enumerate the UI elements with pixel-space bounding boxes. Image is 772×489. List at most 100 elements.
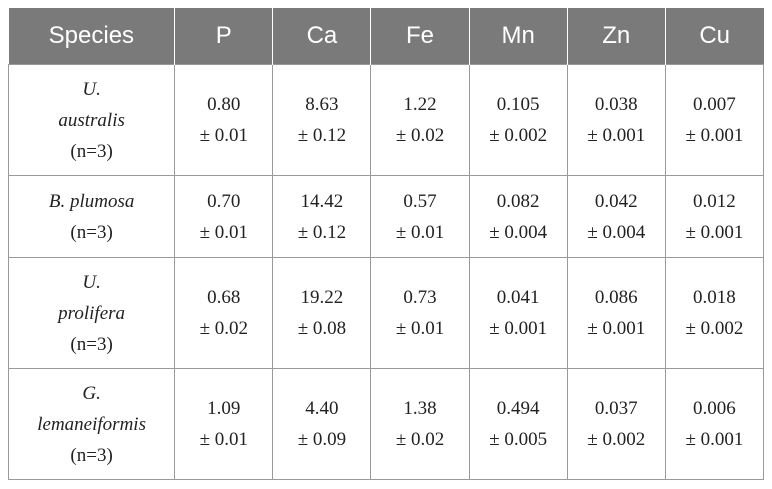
species-name-line: G. bbox=[82, 382, 101, 404]
value-cell-mn: 0.082 ± 0.004 bbox=[468, 175, 568, 258]
sample-count: (n=3) bbox=[70, 333, 113, 355]
mean-value: 0.494 bbox=[496, 398, 540, 419]
table-row: G. lemaneiformis (n=3) 1.09 ± 0.01 4.40 ± … bbox=[7, 368, 765, 480]
mean-value: 1.22 bbox=[403, 94, 437, 115]
sd-value: ± 0.005 bbox=[489, 429, 548, 450]
sd-value: ± 0.12 bbox=[297, 221, 347, 243]
header-row: Species P Ca Fe Mn Zn Cu bbox=[8, 8, 764, 65]
value-cell-p: 0.80 ± 0.01 bbox=[174, 64, 274, 176]
sd-value: ± 0.08 bbox=[297, 318, 347, 339]
value-cell-p: 0.70 ± 0.01 bbox=[174, 175, 274, 258]
mean-value: 0.70 bbox=[207, 190, 241, 212]
header-fe: Fe bbox=[370, 8, 470, 65]
value-cell-ca: 4.40 ± 0.09 bbox=[272, 368, 372, 480]
table-row: U. prolifera (n=3) 0.68 ± 0.02 19.22 ± 0.0… bbox=[7, 257, 765, 369]
mean-value: 4.40 bbox=[305, 398, 339, 419]
value-cell-ca: 19.22 ± 0.08 bbox=[272, 257, 372, 369]
value-cell-mn: 0.105 ± 0.002 bbox=[468, 64, 568, 176]
value-cell-zn: 0.042 ± 0.004 bbox=[566, 175, 666, 258]
sd-value: ± 0.004 bbox=[489, 221, 548, 243]
mean-value: 8.63 bbox=[305, 94, 339, 115]
species-cell: B. plumosa (n=3) bbox=[7, 175, 176, 258]
table-row: U. australis (n=3) 0.80 ± 0.01 8.63 ± 0.12… bbox=[7, 64, 765, 176]
table-body: U. australis (n=3) 0.80 ± 0.01 8.63 ± 0.12… bbox=[7, 64, 765, 480]
species-name-line: B. plumosa bbox=[48, 190, 135, 212]
species-name-line: australis bbox=[58, 109, 125, 131]
sd-value: ± 0.001 bbox=[685, 221, 744, 243]
header-species: Species bbox=[8, 8, 175, 65]
species-cell: G. lemaneiformis (n=3) bbox=[7, 368, 176, 480]
mean-value: 19.22 bbox=[300, 287, 344, 308]
value-cell-cu: 0.007 ± 0.001 bbox=[664, 64, 765, 176]
mean-value: 0.037 bbox=[594, 398, 638, 419]
species-cell: U. prolifera (n=3) bbox=[7, 257, 176, 369]
sd-value: ± 0.02 bbox=[395, 125, 445, 146]
value-cell-mn: 0.494 ± 0.005 bbox=[468, 368, 568, 480]
value-cell-cu: 0.006 ± 0.001 bbox=[664, 368, 765, 480]
sd-value: ± 0.01 bbox=[395, 318, 445, 339]
header-cu: Cu bbox=[664, 8, 764, 65]
header-mn: Mn bbox=[468, 8, 568, 65]
species-name-line: prolifera bbox=[58, 302, 126, 324]
species-name-line: U. bbox=[82, 271, 101, 293]
sd-value: ± 0.004 bbox=[587, 221, 646, 243]
mean-value: 0.042 bbox=[594, 190, 638, 212]
mean-value: 1.09 bbox=[207, 398, 241, 419]
table-header: Species P Ca Fe Mn Zn Cu bbox=[8, 8, 764, 65]
header-zn: Zn bbox=[566, 8, 666, 65]
mean-value: 0.006 bbox=[693, 398, 736, 419]
sd-value: ± 0.01 bbox=[199, 429, 248, 450]
mean-value: 0.73 bbox=[403, 287, 437, 308]
sd-value: ± 0.09 bbox=[297, 429, 347, 450]
value-cell-zn: 0.038 ± 0.001 bbox=[566, 64, 666, 176]
mean-value: 0.086 bbox=[594, 287, 638, 308]
sd-value: ± 0.001 bbox=[587, 318, 646, 339]
value-cell-fe: 0.57 ± 0.01 bbox=[370, 175, 470, 258]
sd-value: ± 0.01 bbox=[395, 221, 445, 243]
value-cell-zn: 0.086 ± 0.001 bbox=[566, 257, 666, 369]
value-cell-fe: 1.38 ± 0.02 bbox=[370, 368, 470, 480]
sample-count: (n=3) bbox=[70, 444, 113, 466]
mean-value: 0.68 bbox=[207, 287, 241, 308]
species-name-line: U. bbox=[82, 78, 101, 100]
species-cell: U. australis (n=3) bbox=[7, 64, 176, 176]
sd-value: ± 0.01 bbox=[199, 221, 248, 243]
value-cell-cu: 0.018 ± 0.002 bbox=[664, 257, 765, 369]
value-cell-ca: 8.63 ± 0.12 bbox=[272, 64, 372, 176]
mean-value: 0.105 bbox=[496, 94, 540, 115]
species-element-table: Species P Ca Fe Mn Zn Cu U. australis (n… bbox=[7, 8, 765, 480]
table-row: B. plumosa (n=3) 0.70 ± 0.01 14.42 ± 0.12 … bbox=[7, 175, 765, 258]
value-cell-p: 0.68 ± 0.02 bbox=[174, 257, 274, 369]
sd-value: ± 0.02 bbox=[199, 318, 248, 339]
sd-value: ± 0.002 bbox=[685, 318, 744, 339]
sd-value: ± 0.001 bbox=[685, 429, 744, 450]
mean-value: 0.041 bbox=[496, 287, 540, 308]
sd-value: ± 0.001 bbox=[587, 125, 646, 146]
sd-value: ± 0.01 bbox=[199, 125, 248, 146]
mean-value: 0.80 bbox=[207, 94, 241, 115]
value-cell-fe: 0.73 ± 0.01 bbox=[370, 257, 470, 369]
sample-count: (n=3) bbox=[70, 221, 113, 243]
sd-value: ± 0.001 bbox=[685, 125, 744, 146]
species-name-line: lemaneiformis bbox=[37, 413, 146, 435]
mean-value: 0.007 bbox=[693, 94, 736, 115]
header-p: P bbox=[174, 8, 273, 65]
sd-value: ± 0.12 bbox=[297, 125, 347, 146]
mean-value: 0.018 bbox=[693, 287, 736, 308]
value-cell-ca: 14.42 ± 0.12 bbox=[272, 175, 372, 258]
mean-value: 1.38 bbox=[403, 398, 437, 419]
mean-value: 0.012 bbox=[693, 190, 736, 212]
mean-value: 0.082 bbox=[496, 190, 540, 212]
mean-value: 0.57 bbox=[403, 190, 437, 212]
value-cell-p: 1.09 ± 0.01 bbox=[174, 368, 274, 480]
sd-value: ± 0.001 bbox=[489, 318, 548, 339]
sample-count: (n=3) bbox=[70, 140, 113, 162]
sd-value: ± 0.002 bbox=[489, 125, 548, 146]
sd-value: ± 0.02 bbox=[395, 429, 445, 450]
sd-value: ± 0.002 bbox=[587, 429, 646, 450]
mean-value: 14.42 bbox=[300, 190, 344, 212]
value-cell-mn: 0.041 ± 0.001 bbox=[468, 257, 568, 369]
header-ca: Ca bbox=[272, 8, 371, 65]
value-cell-fe: 1.22 ± 0.02 bbox=[370, 64, 470, 176]
mean-value: 0.038 bbox=[594, 94, 638, 115]
